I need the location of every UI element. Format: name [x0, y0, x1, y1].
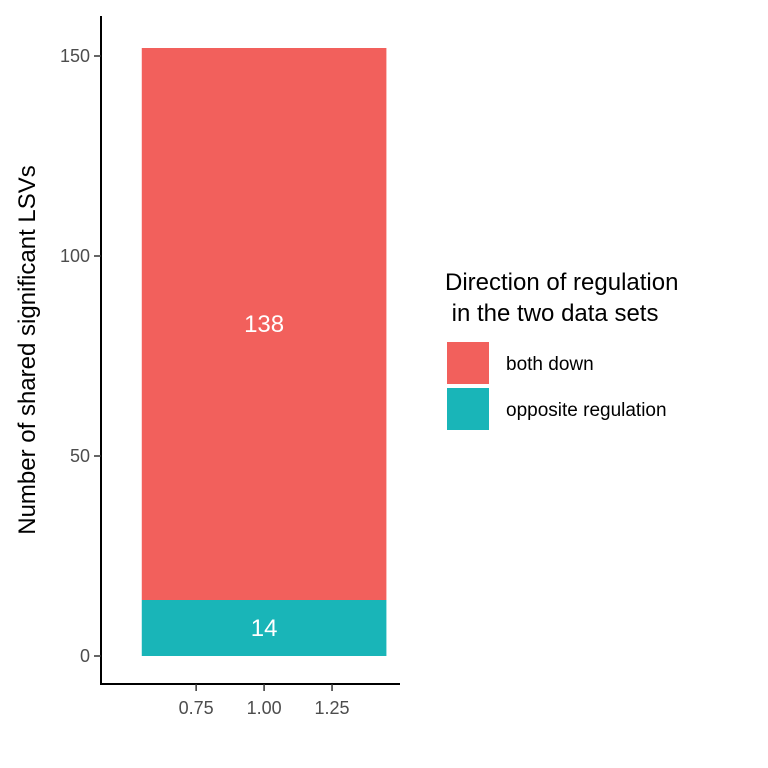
bars-group — [141, 48, 387, 656]
bar-opposite-regulation — [141, 600, 387, 656]
y-ticks-group: 0 50 100 150 — [60, 46, 101, 666]
x-tick-label: 1.25 — [315, 698, 350, 718]
y-tick-label: 150 — [60, 46, 90, 66]
data-label-opposite-regulation: 14 — [251, 615, 278, 642]
bar-both-down — [141, 48, 387, 600]
x-tick-label: 0.75 — [179, 698, 214, 718]
legend-label-opposite-regulation: opposite regulation — [506, 400, 667, 421]
legend-title-line-2: in the two data sets — [445, 300, 658, 327]
y-axis-title: Number of shared significant LSVs — [14, 165, 41, 535]
y-tick-label: 0 — [80, 646, 90, 666]
bar-labels-group: 14 138 — [244, 311, 284, 642]
x-tick-label: 1.00 — [247, 698, 282, 718]
y-tick-label: 50 — [70, 446, 90, 466]
legend-title-line-1: Direction of regulation — [445, 269, 678, 296]
y-tick-label: 100 — [60, 246, 90, 266]
data-label-both-down: 138 — [244, 311, 284, 338]
legend-label-both-down: both down — [506, 354, 594, 375]
legend-key-both-down — [447, 342, 489, 384]
legend-key-opposite-regulation — [447, 388, 489, 430]
legend: Direction of regulation in the two data … — [445, 269, 678, 430]
legend-items-group: both down opposite regulation — [447, 342, 667, 430]
x-ticks-group: 0.75 1.00 1.25 — [179, 684, 350, 718]
